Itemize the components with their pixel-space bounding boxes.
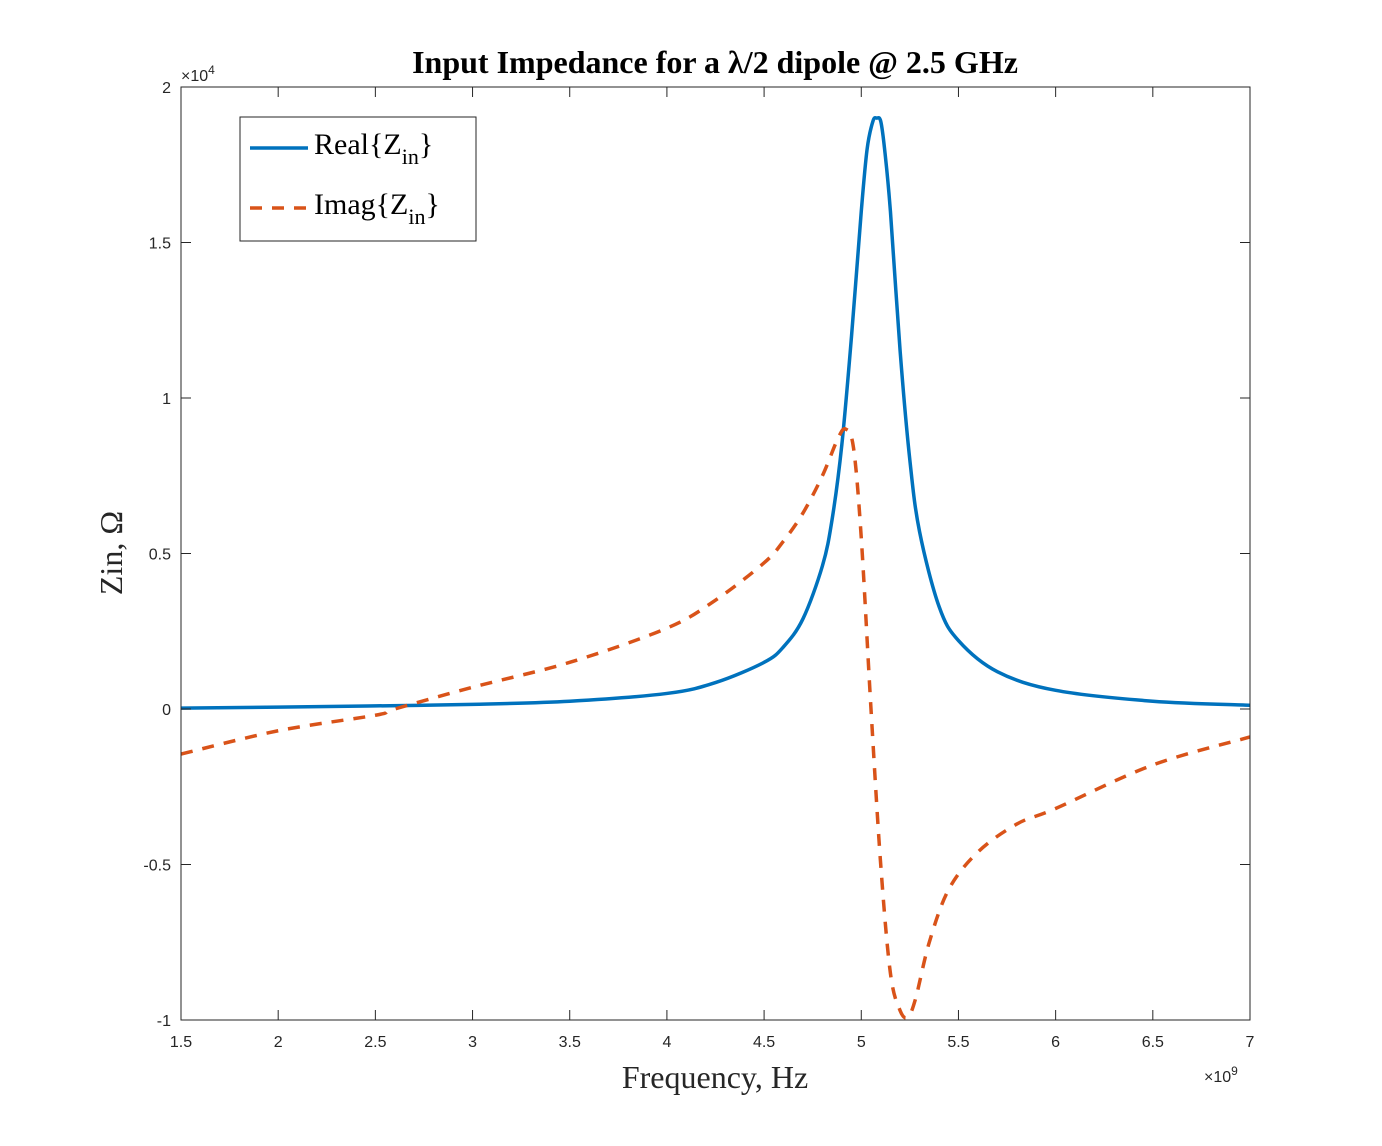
y-axis-ticks: -1 -0.5 0 0.5 1 1.5 2 xyxy=(143,80,1250,1030)
y-tick-label: 0 xyxy=(162,702,171,719)
x-tick-label: 5 xyxy=(857,1034,866,1051)
legend-box xyxy=(239,116,477,242)
y-tick-label: -1 xyxy=(157,1013,171,1030)
y-tick-label: 1 xyxy=(162,391,171,408)
legend-imag-label: Imag{Zin} xyxy=(314,188,440,229)
x-tick-label: 5.5 xyxy=(947,1034,969,1051)
x-tick-label: 6 xyxy=(1051,1034,1060,1051)
y-axis-label: Zin, Ω xyxy=(93,511,129,595)
legend: Real{Zin} Imag{Zin} xyxy=(239,116,477,242)
x-tick-label: 7 xyxy=(1246,1034,1255,1051)
x-tick-label: 2 xyxy=(274,1034,283,1051)
chart-title: Input Impedance for a λ/2 dipole @ 2.5 G… xyxy=(412,44,1018,80)
plot-lines xyxy=(180,115,1251,1020)
legend-real-label: Real{Zin} xyxy=(314,128,433,169)
y-axis-exponent: ×104 xyxy=(181,63,215,85)
series-line-real xyxy=(180,115,1251,710)
y-tick-label: 1.5 xyxy=(149,236,171,253)
x-tick-label: 2.5 xyxy=(364,1034,386,1051)
x-tick-label: 3.5 xyxy=(559,1034,581,1051)
x-axis-ticks: 1.5 2 2.5 3 3.5 4 4.5 5 5.5 6 6.5 7 xyxy=(170,87,1255,1051)
x-axis-label: Frequency, Hz xyxy=(622,1059,808,1095)
x-axis-exponent: ×109 xyxy=(1204,1064,1238,1086)
y-tick-label: 2 xyxy=(162,80,171,97)
series-line-imag xyxy=(180,426,1251,1020)
x-tick-label: 3 xyxy=(468,1034,477,1051)
x-tick-label: 6.5 xyxy=(1142,1034,1164,1051)
y-tick-label: -0.5 xyxy=(143,858,171,875)
x-tick-label: 4.5 xyxy=(753,1034,775,1051)
y-tick-label: 0.5 xyxy=(149,547,171,564)
x-tick-label: 1.5 xyxy=(170,1034,192,1051)
x-tick-label: 4 xyxy=(662,1034,671,1051)
